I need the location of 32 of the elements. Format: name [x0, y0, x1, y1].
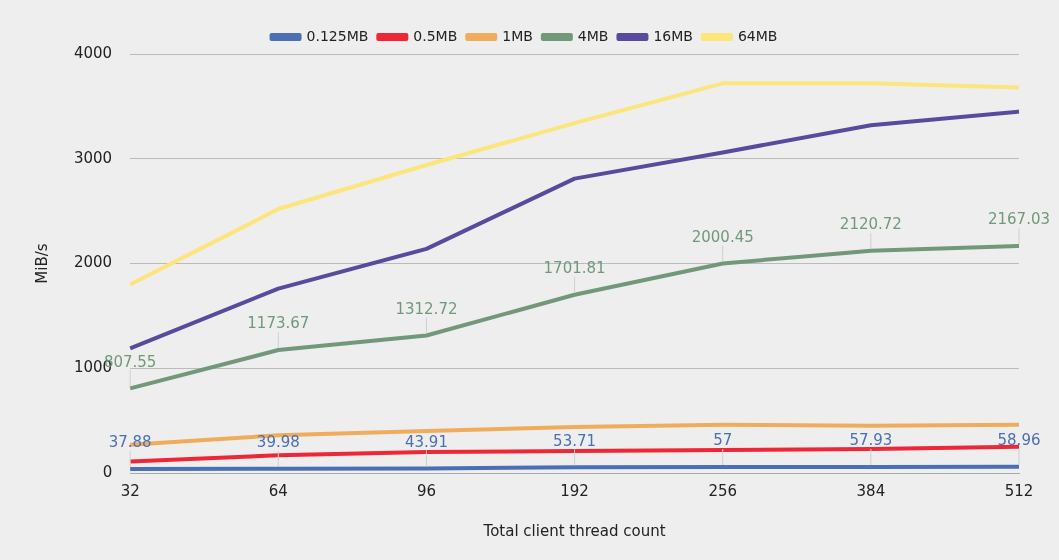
- x-tick-label: 192: [560, 481, 589, 500]
- x-tick-label: 384: [856, 481, 886, 500]
- x-tick-label: 512: [1004, 481, 1034, 500]
- x-tick-label: 64: [268, 481, 288, 500]
- data-label: 2167.03: [987, 210, 1051, 229]
- legend-label: 64MB: [737, 27, 778, 44]
- data-label: 39.98: [256, 433, 300, 452]
- y-tick-label: 0: [102, 462, 113, 481]
- data-label: 1701.81: [543, 259, 606, 278]
- y-tick-label: 3000: [73, 148, 113, 167]
- data-label: 2120.72: [839, 215, 902, 234]
- data-label: 43.91: [404, 432, 448, 451]
- data-label: 53.71: [553, 431, 597, 450]
- data-label: 58.96: [997, 431, 1041, 450]
- x-tick-label: 32: [120, 481, 140, 500]
- y-axis-title: MiB/s: [32, 243, 51, 284]
- x-axis-title: Total client thread count: [482, 521, 666, 540]
- y-tick-label: 4000: [73, 43, 113, 62]
- legend-label: 0.5MB: [413, 27, 458, 44]
- data-label: 1173.67: [247, 314, 310, 333]
- data-label: 57: [713, 431, 733, 450]
- data-label: 37.88: [108, 433, 152, 452]
- legend-label: 1MB: [502, 27, 533, 44]
- data-label: 1312.72: [395, 299, 458, 318]
- legend-label: 16MB: [653, 27, 693, 44]
- data-label: 57.93: [849, 431, 893, 450]
- data-label: 2000.45: [691, 227, 754, 246]
- x-tick-label: 256: [708, 481, 738, 500]
- legend-label: 4MB: [577, 27, 609, 44]
- legend-label: 0.125MB: [306, 27, 369, 44]
- x-tick-label: 96: [416, 481, 436, 500]
- y-tick-label: 2000: [73, 253, 113, 272]
